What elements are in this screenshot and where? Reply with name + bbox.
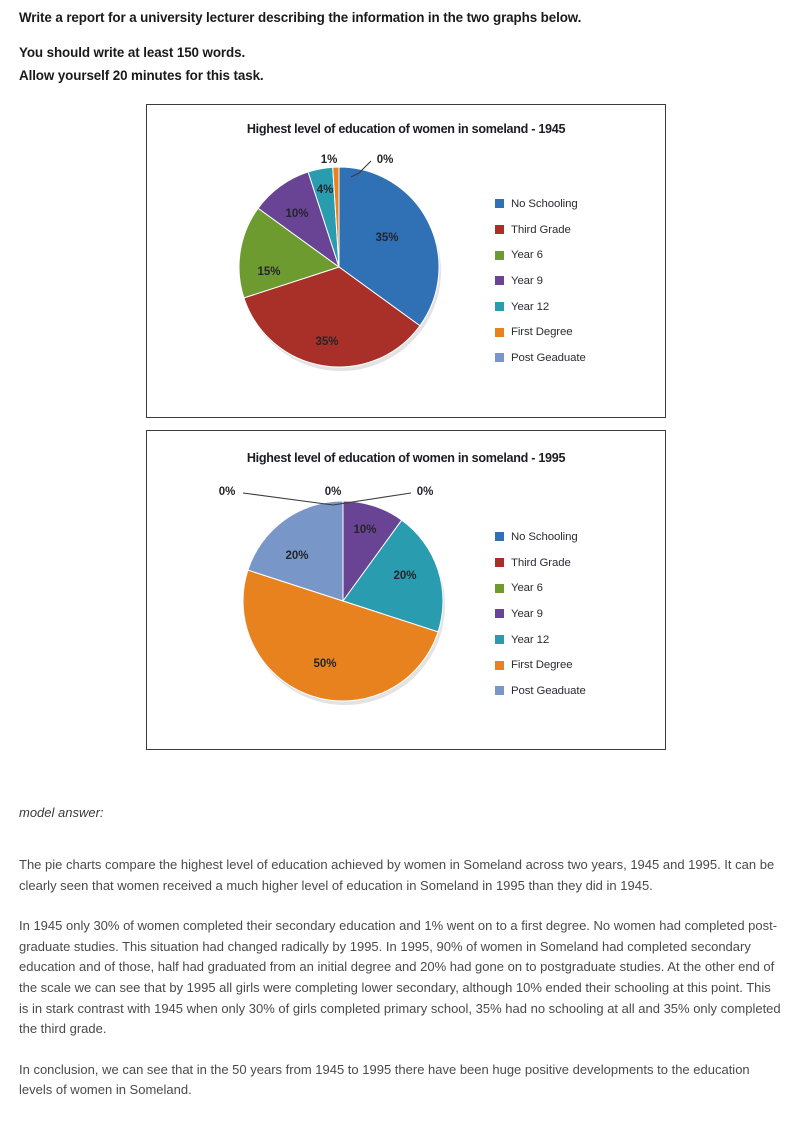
legend-swatch-icon (495, 609, 504, 619)
legend-item[interactable]: Year 9 (495, 601, 635, 627)
task-prompt-line-2: You should write at least 150 words. (19, 45, 246, 60)
task-prompt-line-3: Allow yourself 20 minutes for this task. (19, 68, 264, 83)
legend-swatch-icon (495, 225, 504, 235)
legend-item[interactable]: Post Geaduate (495, 678, 635, 704)
legend-swatch-icon (495, 660, 504, 670)
legend-swatch-icon (495, 686, 504, 696)
legend-item[interactable]: Year 6 (495, 242, 635, 268)
callout-label-post-graduate-1945: 0% (377, 154, 394, 166)
legend-item[interactable]: No Schooling (495, 191, 635, 217)
pie-callouts-1995: 0% 0% 0% (219, 486, 434, 506)
callout-label-year6-1995: 0% (417, 486, 434, 498)
legend-item[interactable]: Year 6 (495, 575, 635, 601)
pie-slice-label: 4% (317, 184, 334, 196)
legend-item-label: No Schooling (511, 530, 578, 543)
legend-swatch-icon (495, 302, 504, 312)
pie-chart-1995: 10% 20% 50% 20% (239, 497, 447, 705)
legend-swatch-icon (495, 635, 504, 645)
pie-slice-label: 20% (285, 550, 308, 562)
legend-item[interactable]: Year 9 (495, 268, 635, 294)
legend-swatch-icon (495, 353, 504, 363)
legend-item-label: Year 9 (511, 607, 543, 620)
legend-1945: No Schooling Third Grade Year 6 Year 9 Year … (495, 191, 635, 371)
legend-item-label: Post Geaduate (511, 351, 586, 364)
pie-chart-1945: 35% 35% 15% 10% 4% (235, 163, 443, 371)
pie-slice-label: 50% (313, 658, 336, 670)
pie-slice[interactable] (332, 166, 340, 268)
legend-item-label: First Degree (511, 326, 573, 339)
callout-leader-line-1945 (350, 160, 372, 178)
legend-swatch-icon (495, 250, 504, 260)
legend-item-label: Year 12 (511, 633, 550, 646)
pie-slice-label: 20% (393, 570, 416, 582)
pie-slice[interactable] (242, 569, 439, 702)
pie-slice[interactable] (338, 166, 440, 327)
legend-swatch-icon (495, 583, 504, 593)
legend-item[interactable]: First Degree (495, 652, 635, 678)
legend-item[interactable]: Year 12 (495, 627, 635, 653)
pie-slice[interactable] (243, 266, 421, 368)
callout-label-no-schooling-1995: 0% (219, 486, 236, 498)
task-prompt-line-1: Write a report for a university lecturer… (19, 10, 582, 25)
pie-slice-label: 10% (285, 208, 308, 220)
legend-item-label: Year 12 (511, 300, 550, 313)
pie-svg-1995: 10% 20% 50% 20% (242, 500, 445, 705)
legend-item-label: Third Grade (511, 223, 571, 236)
legend-item-label: First Degree (511, 659, 573, 672)
legend-item[interactable]: Third Grade (495, 550, 635, 576)
pie-slice-label: 35% (375, 232, 398, 244)
legend-swatch-icon (495, 199, 504, 209)
callout-leader-lines-1995 (242, 492, 412, 506)
chart-title-1995: Highest level of education of women in s… (246, 451, 566, 465)
legend-swatch-icon (495, 276, 504, 286)
pie-callouts-1945: 1% 0% (321, 154, 394, 178)
legend-item[interactable]: Third Grade (495, 217, 635, 243)
callout-label-third-grade-1995: 0% (325, 486, 342, 498)
pie-slice[interactable] (247, 500, 344, 602)
legend-item-label: Post Geaduate (511, 684, 586, 697)
legend-swatch-icon (495, 532, 504, 542)
model-answer-paragraph: In 1945 only 30% of women completed thei… (19, 918, 781, 1037)
legend-item[interactable]: Post Geaduate (495, 345, 635, 371)
legend-1995: No Schooling Third Grade Year 6 Year 9 Year … (495, 524, 635, 704)
chart-title-1945: Highest level of education of women in s… (246, 122, 566, 136)
pie-slice-label: 35% (315, 336, 338, 348)
pie-slice-label: 10% (353, 524, 376, 536)
pie-svg-1945: 35% 35% 15% 10% 4% (238, 166, 441, 371)
legend-swatch-icon (495, 327, 504, 337)
legend-item-label: Year 6 (511, 582, 543, 595)
legend-item-label: Year 6 (511, 249, 543, 262)
legend-item-label: Year 9 (511, 274, 543, 287)
legend-item-label: No Schooling (511, 197, 578, 210)
legend-item[interactable]: First Degree (495, 319, 635, 345)
task-prompt: Write a report for a university lecturer… (19, 10, 779, 83)
model-answer-heading: model answer: (19, 805, 104, 820)
chart-panel-1945: Highest level of education of women in s… (146, 104, 666, 418)
pie-slice[interactable] (238, 207, 341, 299)
model-answer-body: The pie charts compare the highest level… (19, 855, 783, 1101)
callout-label-first-degree-1945: 1% (321, 154, 338, 166)
legend-item-label: Third Grade (511, 556, 571, 569)
legend-item[interactable]: Year 12 (495, 294, 635, 320)
legend-swatch-icon (495, 558, 504, 568)
legend-item[interactable]: No Schooling (495, 524, 635, 550)
pie-slice-label: 15% (257, 266, 280, 278)
chart-panel-1995: Highest level of education of women in s… (146, 430, 666, 750)
pie-slice[interactable] (342, 519, 444, 633)
model-answer-paragraph: The pie charts compare the highest level… (19, 857, 775, 893)
model-answer-paragraph: In conclusion, we can see that in the 50… (19, 1061, 750, 1098)
